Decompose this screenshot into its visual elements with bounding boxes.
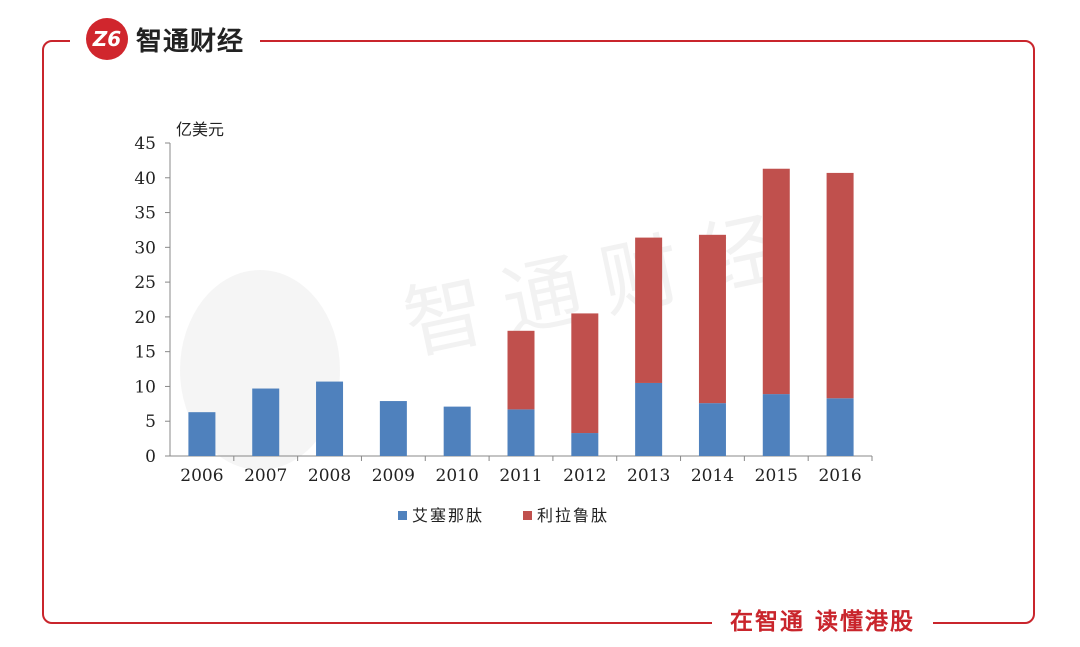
y-tick-label: 0 [145,447,156,467]
logo-mark-icon: Z6 [86,18,128,60]
legend-swatch [523,511,532,520]
x-tick-label: 2011 [499,466,542,486]
y-tick-label: 5 [145,412,156,432]
bar-艾塞那肽-2008 [316,381,344,456]
x-tick-label: 2006 [180,466,223,486]
bar-艾塞那肽-2014 [698,403,726,456]
bar-艾塞那肽-2013 [635,382,663,456]
y-tick-label: 15 [134,343,156,363]
y-tick-label: 35 [134,204,156,224]
bar-艾塞那肽-2009 [379,401,407,456]
legend-label: 艾塞那肽 [412,506,484,525]
y-axis-label: 亿美元 [176,120,224,139]
brand-name: 智通财经 [136,26,245,57]
bar-艾塞那肽-2016 [826,398,854,456]
slogan: 在智通 读懂港股 [712,602,934,636]
x-tick-label: 2015 [755,466,798,486]
bar-艾塞那肽-2006 [188,412,216,456]
bar-艾塞那肽-2007 [252,388,280,456]
x-tick-label: 2007 [244,466,287,486]
bar-利拉鲁肽-2013 [635,237,663,383]
bar-艾塞那肽-2011 [507,409,535,456]
x-tick-label: 2008 [308,466,351,486]
frame-border [42,40,1035,624]
x-tick-label: 2009 [372,466,415,486]
bar-利拉鲁肽-2016 [826,172,854,399]
bar-艾塞那肽-2015 [762,394,790,456]
bar-利拉鲁肽-2012 [571,313,599,434]
y-tick-label: 25 [134,273,156,293]
legend-swatch [398,511,407,520]
x-tick-label: 2012 [563,466,606,486]
legend-label: 利拉鲁肽 [537,506,609,525]
x-tick-label: 2016 [818,466,861,486]
y-tick-label: 10 [134,377,156,397]
bar-利拉鲁肽-2011 [507,330,535,410]
y-tick-label: 20 [134,308,156,328]
x-tick-label: 2014 [691,466,734,486]
x-tick-label: 2010 [436,466,479,486]
x-tick-label: 2013 [627,466,670,486]
brand-logo: Z6 智通财经 [70,14,261,64]
bar-利拉鲁肽-2015 [762,168,790,395]
y-tick-label: 30 [134,238,156,258]
bar-艾塞那肽-2010 [443,406,471,456]
bar-艾塞那肽-2012 [571,433,599,456]
y-tick-label: 40 [134,169,156,189]
bar-利拉鲁肽-2014 [698,234,726,404]
y-tick-label: 45 [134,134,156,154]
